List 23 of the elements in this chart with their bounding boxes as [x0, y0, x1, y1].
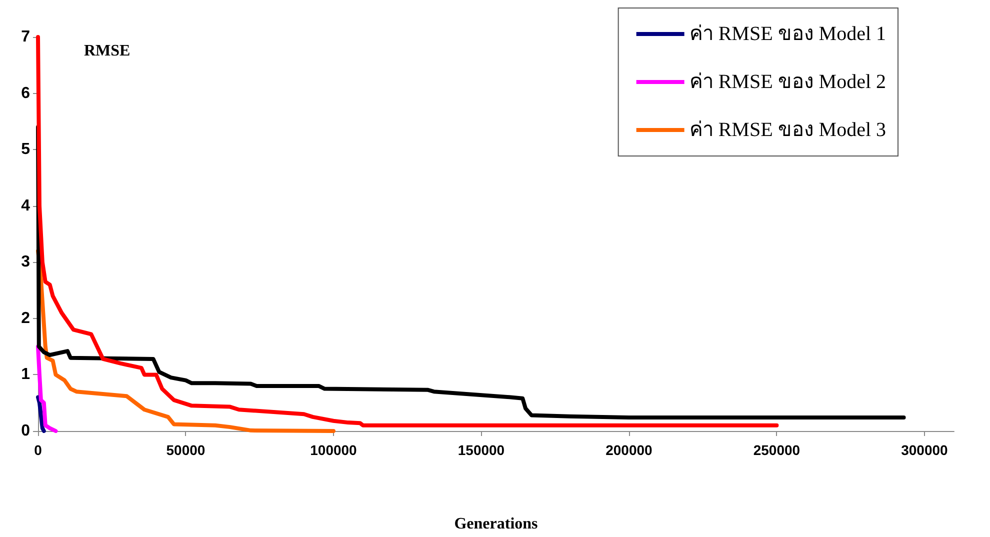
y-tick-label: 1: [21, 366, 30, 384]
line-series: [36, 344, 58, 433]
legend-label: ค่า RMSE ของ Model 1: [689, 23, 886, 45]
x-tick-label: 100000: [310, 442, 358, 458]
x-tick-label: 200000: [606, 442, 653, 458]
y-axis-title: RMSE: [84, 42, 130, 60]
x-tick-label: 300000: [901, 442, 948, 458]
y-tick-label: 2: [21, 310, 30, 327]
x-tick-label: 50000: [166, 442, 206, 458]
x-tick-label: 250000: [753, 442, 800, 458]
y-tick-label: 3: [21, 254, 30, 271]
y-tick-label: 5: [21, 141, 30, 158]
x-axis-title: Generations: [454, 516, 538, 532]
x-tick-label: 150000: [458, 442, 505, 458]
legend-label: ค่า RMSE ของ Model 2: [689, 71, 886, 93]
y-tick-label: 4: [21, 197, 30, 214]
line-series: [36, 395, 46, 433]
y-tick-label: 0: [21, 422, 30, 440]
line-series: [36, 248, 336, 433]
y-tick-label: 7: [21, 28, 30, 46]
y-tick-label: 6: [21, 84, 30, 102]
legend-label: ค่า RMSE ของ Model 3: [689, 119, 886, 141]
x-tick-label: 0: [34, 442, 42, 458]
